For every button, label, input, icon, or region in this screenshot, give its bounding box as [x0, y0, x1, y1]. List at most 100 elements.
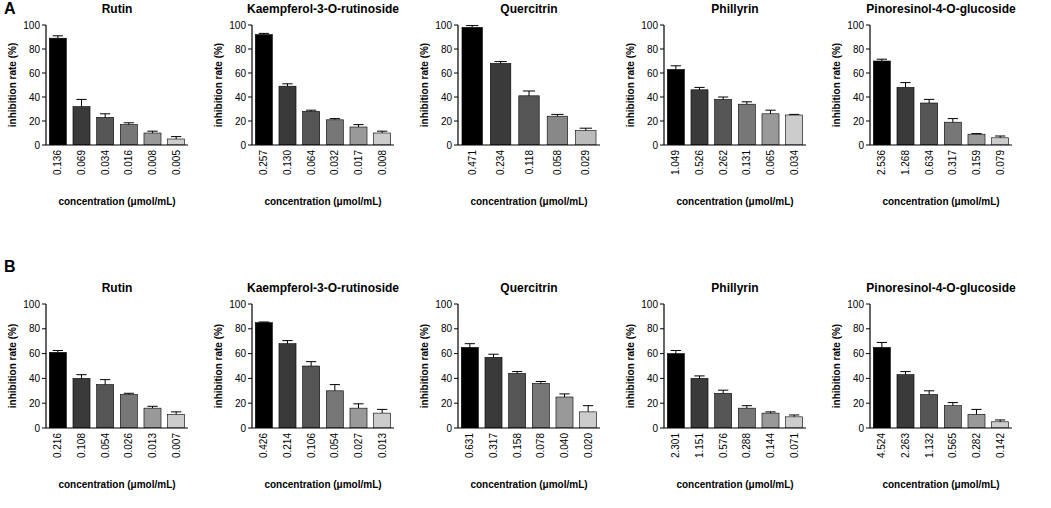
x-tick-label: 0.058 [552, 150, 563, 175]
error-bar [306, 362, 316, 366]
x-tick-label: 0.034 [100, 150, 111, 175]
bar [49, 38, 66, 145]
x-tick-label: 0.634 [924, 150, 935, 175]
error-bar [694, 376, 704, 378]
bar [144, 408, 161, 428]
x-axis [458, 427, 600, 428]
error-cap [718, 390, 728, 391]
error-bar [718, 390, 728, 393]
x-tick-label: 0.526 [694, 150, 705, 175]
subplot: Pinoresinol-4-O-glucoside020406080100inh… [831, 2, 1016, 207]
y-tick-label: 20 [235, 398, 247, 409]
error-cap [995, 419, 1005, 420]
error-bar [877, 59, 887, 61]
error-stem [105, 380, 106, 385]
figure: ABRutin020406080100inhibition rate (%)0.… [0, 0, 1051, 508]
error-bar [765, 110, 775, 114]
bar [374, 413, 391, 428]
bar [873, 61, 890, 145]
error-bar [995, 136, 1005, 138]
x-tick-label: 0.576 [718, 433, 729, 458]
x-tick-label: 0.144 [765, 433, 776, 458]
bar [279, 86, 296, 145]
bar [462, 27, 482, 145]
y-tick-label: 40 [29, 373, 41, 384]
bar [992, 138, 1009, 145]
y-axis [869, 25, 870, 145]
y-axis-label: inhibition rate (%) [419, 324, 430, 408]
y-tick-label: 100 [229, 299, 246, 310]
x-tick-label: 0.034 [789, 150, 800, 175]
error-bar [147, 406, 157, 408]
x-tick-label: 0.257 [258, 150, 269, 175]
x-tick-label: 1.151 [694, 433, 705, 458]
error-bar [789, 114, 799, 116]
error-bar [171, 412, 181, 414]
x-tick-label: 0.234 [495, 150, 506, 175]
error-cap [694, 375, 704, 376]
x-axis-label: concentration (μmol/mL) [470, 479, 587, 490]
x-tick-label: 2.536 [876, 150, 887, 175]
y-axis [45, 25, 46, 145]
error-stem [905, 83, 906, 88]
error-bar [765, 412, 775, 413]
x-tick-label: 0.064 [306, 150, 317, 175]
bar [97, 117, 114, 145]
x-tick-label: 0.008 [147, 150, 158, 175]
x-tick-label: 2.263 [900, 433, 911, 458]
x-tick-label: 0.029 [580, 150, 591, 175]
y-tick-label: 60 [235, 348, 247, 359]
error-stem [952, 119, 953, 123]
error-bar [494, 62, 506, 64]
y-tick-label: 60 [647, 68, 659, 79]
error-cap [694, 87, 704, 88]
bar [667, 69, 684, 145]
y-tick-label: 40 [853, 92, 865, 103]
bar [97, 385, 114, 428]
error-cap [100, 113, 110, 114]
error-bar [147, 131, 157, 133]
x-tick-label: 0.017 [353, 150, 364, 175]
error-bar [53, 351, 63, 353]
y-tick-label: 60 [29, 68, 41, 79]
error-bar [948, 119, 958, 123]
error-cap [765, 110, 775, 111]
y-axis-label: inhibition rate (%) [7, 324, 18, 408]
error-cap [523, 91, 535, 92]
bar [715, 99, 732, 145]
x-tick-label: 4.524 [876, 433, 887, 458]
y-tick-label: 100 [23, 20, 40, 31]
marks [255, 322, 390, 428]
x-tick-label: 0.027 [353, 433, 364, 458]
bar [509, 373, 526, 428]
bar [786, 417, 803, 428]
error-cap [583, 405, 593, 406]
y-axis [457, 25, 458, 145]
error-cap [971, 409, 981, 410]
y-tick-label: 100 [435, 299, 452, 310]
y-tick-label: 60 [853, 68, 865, 79]
y-tick-label: 0 [652, 423, 658, 434]
y-tick-label: 40 [235, 373, 247, 384]
bar [120, 125, 137, 145]
error-bar [536, 382, 546, 384]
bar [921, 103, 938, 145]
x-tick-label: 0.159 [971, 150, 982, 175]
error-cap [580, 128, 592, 129]
y-axis [251, 304, 252, 428]
error-bar [53, 36, 63, 38]
y-tick-label: 0 [858, 140, 864, 151]
error-bar [466, 26, 478, 28]
bar [144, 133, 161, 145]
bar [168, 139, 185, 145]
error-stem [358, 404, 359, 408]
marks [462, 26, 596, 145]
x-tick-label: 0.565 [947, 433, 958, 458]
subplot: Quercitrin020406080100inhibition rate (%… [419, 2, 600, 207]
x-tick-label: 1.268 [900, 150, 911, 175]
y-axis-label: inhibition rate (%) [213, 43, 224, 127]
y-tick-label: 100 [847, 20, 864, 31]
x-tick-label: 2.301 [670, 433, 681, 458]
y-tick-label: 80 [235, 44, 247, 55]
bar [547, 116, 567, 145]
